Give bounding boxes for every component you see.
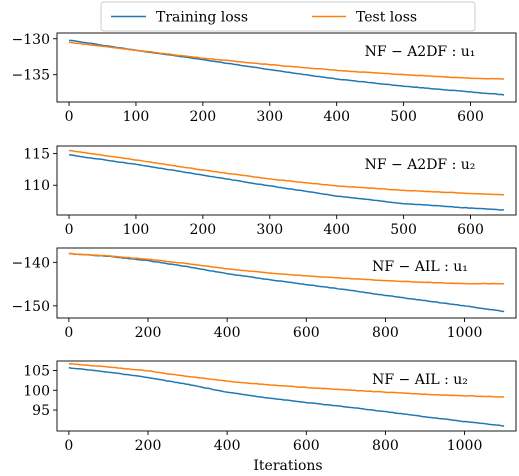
x-tick-label: 100 (123, 109, 150, 125)
y-tick-label: 105 (23, 363, 50, 379)
series-line-test (68, 41, 504, 80)
series-line-training (68, 153, 505, 211)
series-line-training (68, 252, 505, 313)
legend-training-label: Training loss (156, 10, 248, 26)
y-tick-label: 100 (23, 383, 50, 399)
plot-frame (56, 247, 517, 319)
plot-frame (56, 32, 517, 103)
subplot-4: 0 200 400 600 800 1000 105 100 95 NF − AIL : u₂ (23, 360, 517, 454)
x-tick-label: 1000 (447, 438, 483, 454)
x-tick-label: 400 (323, 222, 350, 238)
subplot-annotation: NF − A2DF : u₂ (365, 157, 476, 173)
y-tick-label: 95 (32, 403, 50, 419)
y-tick-label: −130 (12, 32, 50, 48)
y-tick-label: −135 (12, 68, 50, 84)
x-tick-label: 600 (457, 222, 484, 238)
x-tick-label: 1000 (447, 325, 483, 341)
subplot-annotation: NF − AIL : u₁ (372, 259, 468, 275)
x-tick-label: 400 (214, 438, 241, 454)
subplot-1: 0 100 200 300 400 500 600 −130 −135 NF − A2DF : u… (12, 32, 517, 125)
x-tick-label: 200 (189, 222, 216, 238)
x-tick-label: 300 (256, 222, 283, 238)
legend-test-label: Test loss (356, 10, 417, 26)
x-tick-label: 400 (214, 325, 241, 341)
series-line-test (68, 363, 505, 398)
x-tick-label: 400 (323, 109, 350, 125)
subplot-3: 0 200 400 600 800 1000 −140 −150 NF − AIL : u₁ (12, 247, 517, 341)
y-tick-label: 110 (23, 178, 50, 194)
series-line-test (68, 252, 505, 285)
x-tick-label: 100 (123, 222, 150, 238)
plot-frame (56, 145, 517, 216)
x-tick-label: 0 (65, 222, 74, 238)
x-tick-label: 600 (293, 325, 320, 341)
x-tick-label: 200 (135, 438, 162, 454)
x-tick-label: 0 (64, 325, 73, 341)
series-line-training (68, 366, 505, 427)
y-tick-label: −140 (12, 255, 50, 271)
x-tick-label: 300 (256, 109, 283, 125)
x-tick-label: 600 (457, 109, 484, 125)
x-tick-label: 800 (372, 325, 399, 341)
x-tick-label: 0 (65, 109, 74, 125)
plot-frame (56, 360, 517, 432)
legend: Training loss Test loss (100, 1, 476, 32)
x-tick-label: 500 (390, 109, 417, 125)
y-tick-label: 115 (23, 147, 50, 163)
series-line-test (68, 149, 504, 196)
x-tick-label: 200 (135, 325, 162, 341)
legend-frame (100, 1, 476, 32)
x-tick-label: 200 (189, 109, 216, 125)
subplots: 0 100 200 300 400 500 600 −130 −135 NF − A2DF : u… (12, 32, 517, 454)
x-axis-label: Iterations (253, 458, 322, 474)
subplot-2: 0 100 200 300 400 500 600 115 110 NF − A2DF : u₂ (23, 145, 517, 238)
x-tick-label: 800 (372, 438, 399, 454)
subplot-annotation: NF − A2DF : u₁ (365, 44, 476, 60)
y-tick-label: −150 (12, 299, 50, 315)
x-tick-label: 0 (64, 438, 73, 454)
x-tick-label: 600 (293, 438, 320, 454)
subplot-annotation: NF − AIL : u₂ (372, 372, 468, 388)
x-tick-label: 500 (390, 222, 417, 238)
